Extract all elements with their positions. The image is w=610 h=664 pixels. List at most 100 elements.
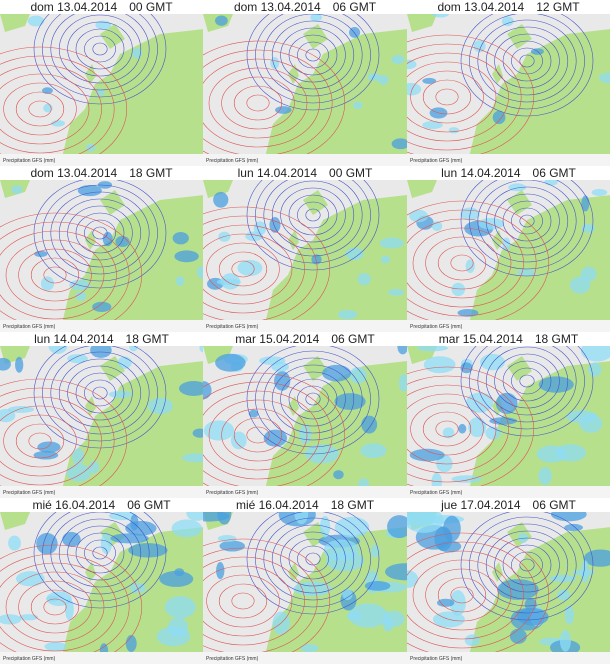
footer-bg (0, 320, 203, 332)
title-time: 06 GMT (127, 498, 171, 512)
panel-title: dom 13.04.2014 00 GMT (0, 0, 203, 14)
isobar-high (18, 248, 92, 302)
isobar-low (84, 379, 116, 407)
precipitation (46, 591, 72, 607)
isobar-high (407, 375, 522, 483)
isobar-low (288, 378, 338, 420)
isobar-high (43, 598, 67, 616)
isobar-low (511, 47, 543, 75)
isobar-low (246, 14, 380, 111)
precipitation (489, 417, 518, 425)
precipitation (442, 427, 455, 439)
isobar-low (469, 516, 585, 614)
isobar-low (477, 523, 577, 607)
isobar-low (485, 346, 569, 416)
precipitation (248, 409, 259, 418)
weather-map: Precipitation GFS (mm) (407, 14, 610, 166)
isobar-low (460, 346, 594, 437)
precipitation (550, 512, 587, 522)
isobar-high (218, 583, 268, 619)
isobar-low (67, 21, 133, 77)
footer-bg (0, 652, 203, 664)
weather-map: Precipitation GFS (mm) (203, 14, 407, 166)
isobar-low (271, 180, 355, 250)
isobar-low (502, 360, 552, 402)
isobar-low (511, 551, 543, 579)
precipitation (27, 15, 45, 27)
isobar-low (494, 537, 560, 593)
isobar-low (33, 180, 167, 289)
map-panel: lun 14.04.2014 18 GMT Precipitation GFS (m… (0, 332, 203, 498)
isobar-high (425, 236, 499, 290)
land (492, 190, 532, 250)
land (203, 346, 233, 364)
precipitation (342, 588, 353, 601)
land (203, 180, 233, 198)
precipitation (397, 346, 407, 355)
isobar-high (233, 417, 283, 453)
map-panel: dom 13.04.2014 00 GMT Precipitation GFS (m… (0, 0, 203, 166)
precipitation (33, 450, 59, 460)
isobar-low (502, 40, 552, 82)
precipitation (92, 301, 112, 313)
precipitation (564, 523, 583, 532)
isobar-low (485, 530, 569, 600)
isobar-low (297, 545, 329, 573)
precipitation (110, 533, 149, 544)
precipitation (448, 127, 460, 134)
title-time: 12 GMT (536, 0, 580, 14)
isobar-high (203, 390, 320, 480)
footer-label: Precipitation GFS (mm) (410, 656, 463, 662)
precipitation (215, 15, 228, 26)
precipitation (451, 282, 466, 297)
isobar-low (84, 539, 116, 567)
isobar-high (206, 574, 280, 628)
weather-map: Precipitation GFS (mm) (0, 512, 203, 664)
footer-bg (203, 154, 407, 166)
title-time: 06 GMT (332, 0, 377, 14)
isobar-low (502, 544, 552, 586)
isobar-low (511, 367, 543, 395)
precipitation (66, 464, 92, 482)
isobar-high (30, 589, 80, 625)
precipitation (217, 512, 232, 525)
isobar-high (3, 82, 77, 136)
isobar-high (0, 73, 90, 145)
precipitation (348, 603, 388, 628)
precipitation (457, 308, 479, 317)
precipitation (15, 356, 24, 373)
title-day: jue 17.04.2014 (441, 498, 521, 512)
precipitation (132, 47, 142, 59)
precipitation (44, 641, 67, 652)
weather-map: Precipitation GFS (mm) (203, 346, 407, 498)
isobar-low (58, 518, 142, 588)
isobar-low (92, 546, 108, 560)
precipitation (334, 393, 366, 410)
isobar-low (50, 14, 150, 91)
footer-label: Precipitation GFS (mm) (410, 324, 463, 330)
isobar-low (519, 374, 535, 388)
panel-title: mar 15.04.2014 06 GMT (203, 332, 407, 346)
precipitation (322, 364, 352, 382)
precipitation (380, 255, 391, 264)
weather-map: Precipitation GFS (mm) (203, 512, 407, 664)
isobar-high (0, 396, 102, 486)
land (263, 29, 407, 166)
map-panel: dom 13.04.2014 18 GMT Precipitation GFS (m… (0, 166, 203, 332)
isobar-low (469, 346, 585, 430)
isobar-low (75, 372, 125, 414)
precipitation (451, 475, 482, 483)
precipitation (536, 445, 567, 463)
precipitation (468, 417, 487, 438)
footer-bg (407, 320, 610, 332)
land (263, 195, 407, 332)
land (85, 356, 125, 416)
title-day: dom 13.04.2014 (233, 0, 321, 14)
precipitation (416, 346, 448, 352)
isobar-low (271, 20, 355, 90)
isobar-high (221, 408, 295, 462)
precipitation (125, 634, 137, 653)
isobar-low (519, 214, 535, 228)
isobar-high (0, 64, 102, 154)
footer-label: Precipitation GFS (mm) (3, 656, 56, 662)
